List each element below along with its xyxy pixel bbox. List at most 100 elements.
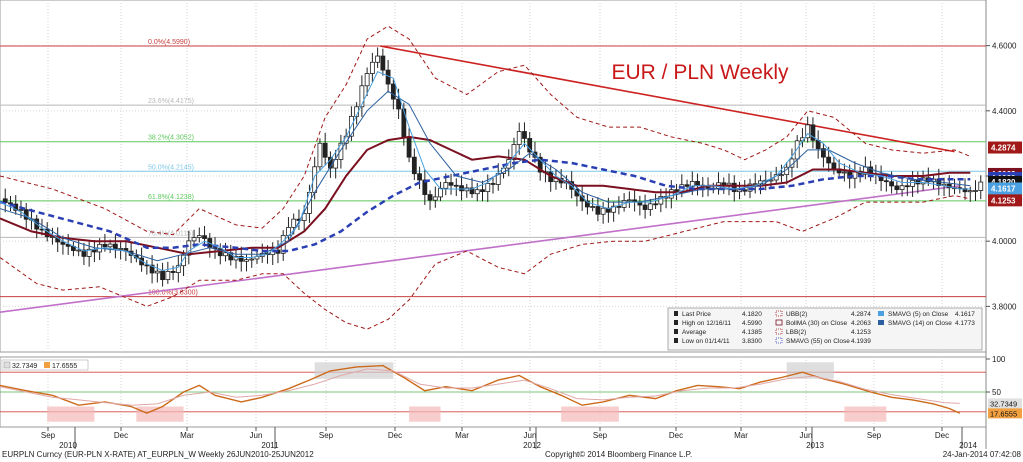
candle-body: [202, 235, 207, 239]
candle-body: [175, 265, 181, 273]
price-label-text: 4.1820: [991, 178, 1016, 187]
x-tick-label-month: Sep: [41, 431, 56, 440]
candle-body: [406, 137, 412, 158]
candle-body: [317, 142, 323, 168]
candle-body: [301, 212, 307, 221]
candle-body: [647, 203, 653, 210]
candle-body: [831, 162, 837, 170]
candle-body: [595, 206, 601, 215]
series-line: [0, 71, 971, 272]
trendline: [0, 185, 960, 314]
candle-body: [238, 256, 244, 262]
legend-marker: [878, 320, 884, 325]
lower-fill-area: [136, 406, 184, 422]
x-tick-label-month: Dec: [935, 431, 949, 440]
candle-body: [401, 108, 407, 138]
candle-body: [511, 144, 517, 160]
candle-body: [794, 140, 800, 160]
legend-label: SMAVG (55) on Close: [786, 338, 850, 345]
candle-body: [338, 142, 344, 160]
candle-body: [626, 199, 632, 202]
x-tick-label-month: Mar: [455, 431, 469, 440]
candle-body: [522, 131, 527, 139]
legend-value: 4.1820: [742, 311, 762, 318]
candle-body: [600, 207, 606, 215]
candle-body: [196, 235, 202, 238]
fib-level-label: 50.0%(4.2145): [148, 164, 194, 171]
candle-body: [65, 243, 71, 247]
lower-value-1: 32.7349: [12, 363, 37, 370]
candle-body: [474, 189, 480, 195]
price-label-box: [988, 182, 1022, 195]
candle-body: [364, 73, 370, 87]
price-label-text: 4.2874: [991, 144, 1016, 153]
candle-body: [81, 249, 87, 257]
x-tick-label-month: Jun: [524, 431, 537, 440]
candle-body: [689, 180, 695, 187]
legend-value: 3.8300: [742, 338, 762, 345]
legend-marker: [775, 310, 783, 317]
lower-fill-area: [844, 406, 887, 422]
x-tick-label-year: 2012: [523, 441, 541, 449]
legend-label: Average: [682, 329, 706, 336]
series-line: [0, 90, 971, 262]
candle-body: [752, 183, 758, 186]
legend-value: 4.2063: [851, 320, 871, 327]
x-tick-label-year: 2011: [261, 441, 279, 449]
price-label-text: 4.1617: [991, 184, 1016, 193]
lower-values-marker: [3, 361, 11, 369]
fib-level-label: 76.4%(4.0115): [148, 230, 193, 237]
candle-body: [417, 173, 422, 181]
candle-body: [390, 83, 396, 100]
legend-value: 4.5990: [742, 320, 762, 327]
candle-body: [805, 124, 811, 139]
candle-body: [160, 270, 165, 281]
fib-level-label: 23.6%(4.4175): [148, 98, 194, 105]
candle-body: [899, 185, 905, 190]
legend-frame: [667, 307, 983, 351]
candle-body: [396, 98, 401, 110]
lower-value-2: 17.6555: [52, 363, 77, 370]
candle-body: [244, 259, 249, 262]
y-tick-label: 3.8000: [992, 302, 1017, 311]
candle-body: [973, 190, 978, 192]
x-tick-label-year: 2010: [59, 441, 77, 449]
x-tick-label-year: 2014: [959, 441, 977, 449]
y-tick-label: 4.0000: [992, 237, 1017, 246]
legend-marker: [775, 337, 783, 344]
candle-body: [375, 55, 381, 63]
fib-level-label: 100.0%(3.8300): [148, 290, 198, 297]
candle-body: [490, 183, 496, 185]
candle-body: [674, 189, 679, 192]
candle-body: [537, 156, 543, 173]
price-label-text: 4.1253: [991, 196, 1016, 205]
candle-body: [726, 182, 732, 186]
lower-value-label-box: [988, 398, 1022, 409]
legend-label: SMAVG (5) on Close: [888, 311, 949, 318]
price-label-box: [988, 194, 1022, 207]
lower-value-label-box: [988, 408, 1022, 419]
series-line: [0, 25, 971, 236]
candle-body: [76, 249, 82, 252]
fib-level-label: 0.0%(4.5990): [148, 39, 190, 46]
chart-title: EUR / PLN Weekly: [612, 61, 789, 84]
candle-body: [642, 204, 648, 210]
candle-body: [668, 189, 674, 199]
lower-fill-area: [47, 406, 95, 422]
candle-body: [904, 185, 910, 188]
candle-body: [181, 254, 186, 267]
legend-label: Low on 01/14/11: [682, 338, 730, 345]
series-line: [0, 135, 971, 256]
footer-copyright: Copyright© 2014 Bloomberg Finance L.P.: [545, 450, 693, 459]
legend-label: BollMA (30) on Close: [786, 320, 847, 327]
lower-fill-area: [314, 362, 394, 379]
candle-body: [658, 196, 664, 205]
candle-body: [333, 159, 339, 169]
lower-values-marker: [44, 362, 50, 368]
candle-body: [249, 258, 255, 261]
legend: Last Price 4.1820 High on 12/16/11 4.5990 Av…: [667, 307, 983, 351]
candle-body: [60, 241, 66, 245]
candle-body: [422, 179, 428, 195]
candle-body: [967, 190, 973, 193]
